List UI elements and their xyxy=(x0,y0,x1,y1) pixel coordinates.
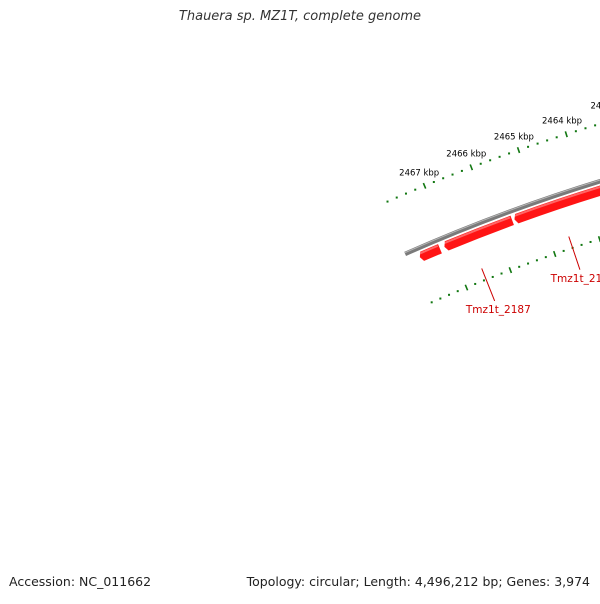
genome-backbone xyxy=(404,178,600,256)
gene-arrow xyxy=(444,215,514,251)
scale-dot-inner xyxy=(589,240,592,243)
scale-dot-inner xyxy=(500,272,503,275)
scale-dot-outer xyxy=(546,139,549,142)
scale-dot-inner xyxy=(580,243,583,246)
gene-arrow-highlight xyxy=(443,216,511,245)
scale-dot-inner xyxy=(430,301,433,304)
scale-dot-outer xyxy=(508,152,511,155)
page-title: Thauera sp. MZ1T, complete genome xyxy=(178,9,422,24)
scale-dot-outer xyxy=(414,188,417,191)
scale-tick-inner xyxy=(508,267,513,274)
scale-dot-inner xyxy=(448,293,451,296)
scale-dot-inner xyxy=(439,297,442,300)
gene-label-leader xyxy=(568,236,581,270)
accession-text: Accession: NC_011662 xyxy=(9,574,152,589)
scale-dot-outer xyxy=(451,173,454,176)
scale-dot-outer xyxy=(574,130,577,133)
scale-label: 2466 kbp xyxy=(446,150,486,160)
gene-arrow xyxy=(514,185,600,224)
scale-dot-outer xyxy=(479,162,482,165)
scale-dot-inner xyxy=(482,279,485,282)
scale-dot-outer xyxy=(460,169,463,172)
scale-label: 2463 kbp xyxy=(591,102,600,112)
scale-dot-inner xyxy=(491,275,494,278)
scale-dot-outer xyxy=(555,136,558,139)
gene-label: Tmz1t_2186 xyxy=(550,273,600,285)
scale-tick-outer xyxy=(469,164,474,171)
scale-dot-outer xyxy=(536,142,539,145)
scale-label: 2464 kbp xyxy=(542,116,582,126)
scale-dot-outer xyxy=(498,155,501,158)
scale-tick-outer xyxy=(564,131,568,138)
scale-tick-outer xyxy=(422,182,427,189)
genome-summary-text: Topology: circular; Length: 4,496,212 bp… xyxy=(246,574,590,589)
scale-dot-outer xyxy=(432,181,435,184)
scale-dot-inner xyxy=(535,259,538,262)
scale-dot-outer xyxy=(386,200,389,203)
scale-label: 2465 kbp xyxy=(494,132,534,142)
gene-arrow-highlight xyxy=(418,244,439,255)
scale-tick-inner xyxy=(464,284,469,291)
gene-label-leader xyxy=(481,268,496,302)
scale-dot-outer xyxy=(489,159,492,162)
scale-dot-outer xyxy=(395,196,398,199)
gene-label: Tmz1t_2187 xyxy=(465,304,531,316)
scale-dot-outer xyxy=(584,127,587,130)
scale-dot-inner xyxy=(562,249,565,252)
scale-dot-inner xyxy=(474,282,477,285)
scale-dot-outer xyxy=(442,177,445,180)
scale-tick-inner xyxy=(552,250,557,258)
scale-tick-outer xyxy=(516,147,521,154)
genome-backbone-highlight xyxy=(404,179,600,254)
scale-dot-inner xyxy=(527,262,530,265)
gene-arrow xyxy=(419,244,442,261)
scale-label: 2467 kbp xyxy=(399,168,439,178)
gene-arrow-highlight xyxy=(513,186,600,217)
scale-dot-inner xyxy=(456,290,459,293)
scale-dot-outer xyxy=(594,124,597,127)
scale-dot-outer xyxy=(404,192,407,195)
scale-dot-inner xyxy=(518,265,521,268)
scale-dot-outer xyxy=(527,145,530,148)
scale-dot-inner xyxy=(544,256,547,259)
